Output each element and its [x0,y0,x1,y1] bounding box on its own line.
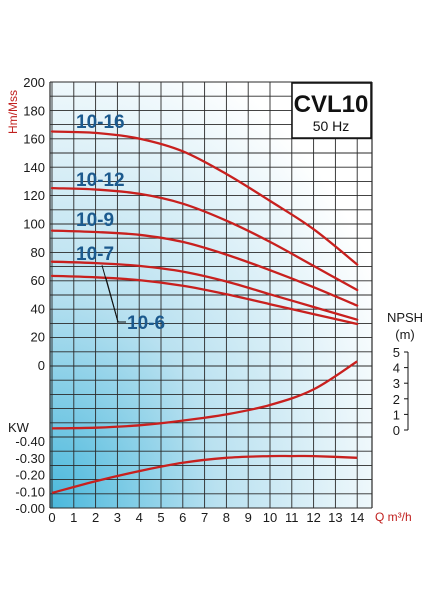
npsh-tick-label: 5 [393,345,400,360]
series-label-10-12: 10-12 [76,170,125,191]
npsh-axis-label: NPSH (m) [387,310,423,342]
leader-line [105,277,119,323]
title-box: CVL10 50 Hz [291,82,372,139]
power-tick-label: -0.20 [15,468,45,483]
x-tick-label: 11 [285,510,299,525]
x-tick-label: 8 [223,510,230,525]
head-tick-label: 180 [23,103,45,118]
npsh-tick-label: 4 [393,361,400,376]
x-tick-label: 4 [136,510,143,525]
power-curve [51,454,358,495]
head-curve-10-16 [50,130,359,266]
x-tick-label: 1 [70,510,77,525]
head-tick-label: 120 [23,188,45,203]
npsh-tick-label: 1 [393,407,400,422]
x-tick-label: 7 [201,510,208,525]
head-tick-label: 40 [31,301,45,316]
x-tick-label: 2 [92,510,99,525]
head-tick-label: 140 [23,160,45,175]
x-axis-label: Q m³/h [375,510,412,524]
head-tick-label: 80 [31,245,45,260]
head-axis-label: Hm/Mss [6,90,20,134]
power-tick-label: -0.40 [15,434,45,449]
series-label-10-7: 10-7 [76,244,114,265]
head-tick-label: 100 [23,217,45,232]
power-tick-label: -0.00 [15,501,45,516]
x-tick-label: 0 [48,510,55,525]
series-label-10-6: 10-6 [127,313,165,334]
x-tick-label: 14 [350,510,364,525]
series-label-10-16: 10-16 [76,112,125,133]
head-tick-label: 60 [31,273,45,288]
chart-title: CVL10 [294,91,369,118]
head-curve-10-6 [50,274,359,326]
chart-subtitle: 50 Hz [313,118,350,134]
series-labels: 10-16 10-12 10-9 10-7 10-6 [76,112,165,334]
x-tick-label: 6 [179,510,186,525]
series-label-10-9: 10-9 [76,210,114,231]
head-tick-label: 160 [23,132,45,147]
x-tick-label: 13 [328,510,342,525]
tick-labels: 0 1 2 3 4 5 6 7 8 9 10 11 12 13 1420018016014012010080… [15,75,409,525]
head-curve-10-9 [50,229,359,307]
head-tick-label: 200 [23,75,45,90]
x-tick-label: 5 [157,510,164,525]
x-tick-label: 10 [263,510,277,525]
x-tick-label: 9 [245,510,252,525]
power-tick-label: -0.10 [15,484,45,499]
npsh-tick-label: 0 [393,423,400,438]
x-tick-label: 3 [114,510,121,525]
npsh-tick-label: 2 [393,392,400,407]
npsh-curve [51,360,358,430]
curves [50,130,359,495]
head-curve-10-12 [50,186,359,292]
head-curve-10-7 [50,260,359,321]
npsh-tick-label: 3 [393,376,400,391]
power-axis-label: KW [8,420,30,435]
power-tick-label: -0.30 [15,451,45,466]
head-tick-label: 20 [31,330,45,345]
x-tick-label: 12 [306,510,320,525]
head-tick-label: 0 [38,358,45,373]
